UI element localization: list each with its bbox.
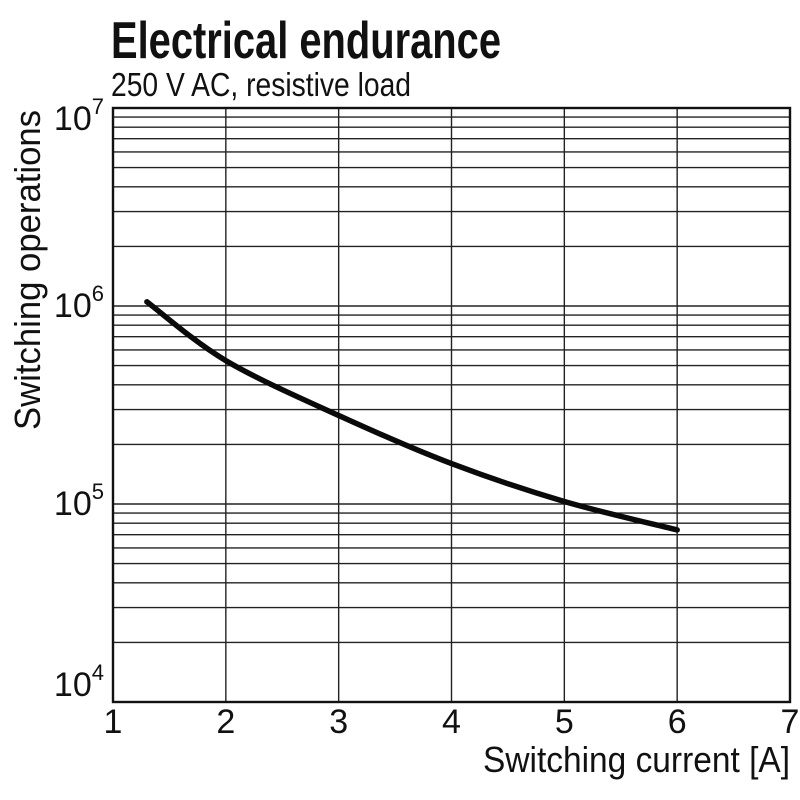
chart-title: Electrical endurance (111, 12, 501, 70)
y-tick-label-1e5: 105 (54, 479, 104, 524)
x-tick-label-3: 3 (329, 703, 348, 741)
y-tick-labels: 104 105 106 107 (54, 94, 104, 705)
x-tick-label-6: 6 (668, 703, 687, 741)
grid-lines (113, 108, 790, 702)
y-tick-label-1e6: 106 (54, 281, 104, 326)
y-tick-label-1e4: 104 (54, 660, 104, 705)
x-tick-label-2: 2 (216, 703, 235, 741)
x-tick-label-4: 4 (442, 703, 461, 741)
y-tick-label-1e7: 107 (54, 94, 104, 139)
x-tick-label-7: 7 (781, 703, 800, 741)
series-curve-endurance (144, 299, 680, 533)
x-tick-labels: 1 2 3 4 5 6 7 (104, 703, 800, 741)
x-tick-label-5: 5 (555, 703, 574, 741)
plot-border (111, 106, 792, 704)
chart-subtitle: 250 V AC, resistive load (111, 66, 411, 103)
series-curves (144, 299, 680, 533)
x-tick-label-1: 1 (104, 703, 123, 741)
x-axis-label: Switching current [A] (483, 739, 790, 780)
y-axis-label: Switching operations (7, 110, 48, 430)
